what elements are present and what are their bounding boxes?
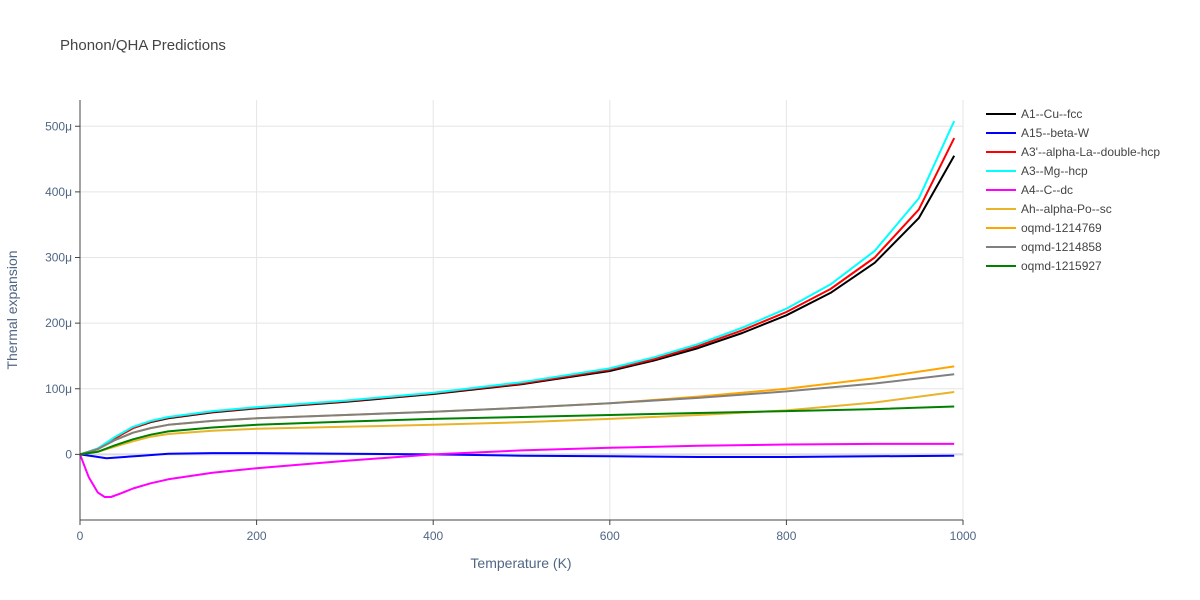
y-tick-label: 100μ bbox=[45, 382, 72, 396]
series-line-3 bbox=[79, 120, 956, 456]
legend-item[interactable]: A3'--alpha-La--double-hcp bbox=[986, 145, 1160, 159]
series-line-4 bbox=[79, 442, 955, 498]
y-tick-label: 300μ bbox=[45, 251, 72, 265]
series-lines bbox=[79, 120, 956, 498]
x-tick-label: 1000 bbox=[950, 529, 977, 543]
legend-label: A1--Cu--fcc bbox=[1021, 107, 1082, 121]
legend-item[interactable]: A3--Mg--hcp bbox=[986, 164, 1088, 178]
legend[interactable]: A1--Cu--fcc A15--beta-W A3'--alpha-La--dou… bbox=[986, 107, 1160, 273]
legend-label: Ah--alpha-Po--sc bbox=[1021, 202, 1112, 216]
legend-label: oqmd-1214858 bbox=[1021, 240, 1102, 254]
x-tick-label: 200 bbox=[247, 529, 267, 543]
legend-item[interactable]: A1--Cu--fcc bbox=[986, 107, 1082, 121]
grid-lines bbox=[80, 100, 964, 520]
legend-label: A15--beta-W bbox=[1021, 126, 1090, 140]
legend-item[interactable]: oqmd-1215927 bbox=[986, 259, 1102, 273]
series-line-7 bbox=[79, 373, 955, 456]
series-line-1 bbox=[79, 452, 955, 460]
series-line-8 bbox=[79, 405, 955, 456]
x-tick-label: 600 bbox=[600, 529, 620, 543]
y-tick-labels: 0 100μ 200μ 300μ 400μ 500μ bbox=[45, 119, 72, 461]
legend-item[interactable]: oqmd-1214769 bbox=[986, 221, 1102, 235]
legend-label: oqmd-1215927 bbox=[1021, 259, 1102, 273]
legend-label: oqmd-1214769 bbox=[1021, 221, 1102, 235]
x-tick-label: 400 bbox=[423, 529, 443, 543]
legend-item[interactable]: A15--beta-W bbox=[986, 126, 1090, 140]
x-tick-labels: 0 200 400 600 800 1000 bbox=[77, 529, 977, 543]
legend-item[interactable]: A4--C--dc bbox=[986, 183, 1073, 197]
legend-label: A3'--alpha-La--double-hcp bbox=[1021, 145, 1160, 159]
chart-title: Phonon/QHA Predictions bbox=[60, 37, 226, 54]
x-axis-title: Temperature (K) bbox=[470, 555, 571, 571]
legend-label: A3--Mg--hcp bbox=[1021, 164, 1088, 178]
x-tick-label: 0 bbox=[77, 529, 84, 543]
axes bbox=[75, 100, 964, 525]
y-tick-label: 200μ bbox=[45, 316, 72, 330]
y-tick-label: 500μ bbox=[45, 119, 72, 133]
y-tick-label: 0 bbox=[65, 447, 72, 461]
x-tick-label: 800 bbox=[776, 529, 796, 543]
legend-label: A4--C--dc bbox=[1021, 183, 1073, 197]
legend-item[interactable]: oqmd-1214858 bbox=[986, 240, 1102, 254]
y-axis-title: Thermal expansion bbox=[4, 250, 20, 369]
legend-item[interactable]: Ah--alpha-Po--sc bbox=[986, 202, 1112, 216]
y-tick-label: 400μ bbox=[45, 185, 72, 199]
